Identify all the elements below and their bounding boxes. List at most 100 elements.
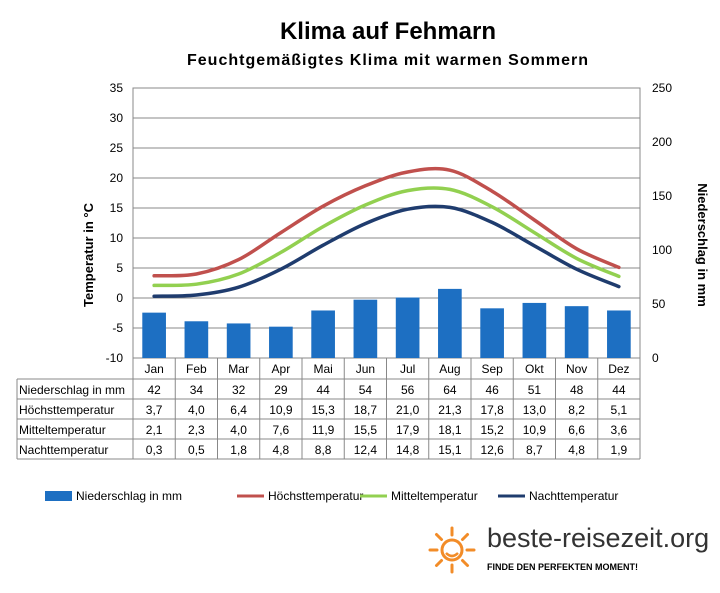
precipitation-bar — [184, 321, 209, 358]
series-line-nachttemperatur — [152, 204, 621, 298]
data-table: Jan Feb Mar Apr Mai Jun Jul Aug Sep Okt Nov Dez Nied… — [16, 358, 641, 460]
data-label: 11,9 — [312, 423, 335, 437]
x-tick-label: Feb — [186, 362, 207, 376]
data-label: 0,5 — [188, 443, 205, 457]
data-label: 8,2 — [568, 403, 585, 417]
y-axis-label-left: Temperatur in °C — [81, 202, 96, 307]
x-tick-label: Mai — [313, 362, 332, 376]
precipitation-bar — [311, 310, 335, 358]
data-label: 2,3 — [188, 423, 205, 437]
data-label: 44 — [316, 383, 330, 397]
chart-subtitle: Feuchtgemäßigtes Klima mit warmen Sommer… — [187, 52, 589, 69]
data-label: 48 — [570, 383, 584, 397]
y-tick-label-left: 0 — [116, 291, 123, 305]
data-label: 44 — [612, 383, 626, 397]
y-tick-label-right: 100 — [652, 243, 672, 257]
brand-tagline: FINDE DEN PERFEKTEN MOMENT! — [487, 562, 639, 572]
data-label: 4,8 — [273, 443, 290, 457]
precipitation-bar — [395, 297, 420, 358]
series-line-mitteltemperatur — [152, 186, 621, 288]
data-label: 0,3 — [146, 443, 163, 457]
x-tick-label: Nov — [566, 362, 587, 376]
data-label: 8,7 — [526, 443, 543, 457]
data-label: 56 — [401, 383, 415, 397]
data-label: 21,3 — [438, 403, 462, 417]
data-label: 13,0 — [523, 403, 547, 417]
data-label: 4,0 — [230, 423, 247, 437]
data-label: 51 — [528, 383, 542, 397]
y-tick-label-left: 30 — [110, 111, 124, 125]
x-tick-label: Mar — [228, 362, 249, 376]
data-label: 54 — [359, 383, 373, 397]
data-label: 6,4 — [230, 403, 247, 417]
data-label: 17,8 — [480, 403, 504, 417]
gridlines — [132, 87, 641, 359]
x-tick-label: Okt — [525, 362, 544, 376]
precipitation-bar — [353, 299, 378, 358]
data-label: 42 — [147, 383, 161, 397]
data-label: 8,8 — [315, 443, 332, 457]
legend-label: Mitteltemperatur — [391, 489, 478, 503]
x-tick-label: Jul — [400, 362, 415, 376]
data-label: 15,3 — [311, 403, 335, 417]
legend: Niederschlag in mm Höchsttemperatur Mittel… — [45, 489, 618, 503]
data-label: 15,5 — [354, 423, 378, 437]
sun-logo-icon — [428, 526, 476, 574]
x-tick-label: Jun — [356, 362, 375, 376]
y-tick-label-left: 5 — [116, 261, 123, 275]
data-label: 18,7 — [354, 403, 378, 417]
y-tick-label-right: 200 — [652, 135, 672, 149]
y-tick-label-left: -10 — [106, 351, 124, 365]
data-label: 1,9 — [611, 443, 628, 457]
data-label: 10,9 — [523, 423, 547, 437]
precipitation-bar — [564, 306, 589, 358]
legend-label: Nachttemperatur — [529, 489, 618, 503]
legend-swatch-bar — [45, 491, 72, 501]
y-tick-label-right: 0 — [652, 351, 659, 365]
table-row-header: Niederschlag in mm — [19, 383, 125, 397]
data-label: 29 — [274, 383, 288, 397]
precipitation-bar — [438, 288, 462, 358]
data-label: 3,6 — [611, 423, 628, 437]
y-tick-label-right: 250 — [652, 81, 672, 95]
data-label: 21,0 — [396, 403, 420, 417]
table-row-header: Mitteltemperatur — [19, 423, 106, 437]
y-tick-label-right: 150 — [652, 189, 672, 203]
data-label: 34 — [190, 383, 204, 397]
precipitation-bar — [226, 323, 251, 358]
data-label: 32 — [232, 383, 246, 397]
data-label: 17,9 — [396, 423, 420, 437]
y-tick-label-left: 35 — [110, 81, 124, 95]
precipitation-bar — [142, 312, 166, 358]
precipitation-bar — [480, 308, 504, 358]
y-tick-label-left: 25 — [110, 141, 124, 155]
plot-area — [132, 87, 641, 359]
x-tick-label: Dez — [608, 362, 629, 376]
x-tick-label: Aug — [439, 362, 460, 376]
precipitation-bar — [522, 302, 547, 358]
y-tick-label-left: 15 — [110, 201, 124, 215]
data-label: 15,2 — [480, 423, 504, 437]
data-label: 3,7 — [146, 403, 163, 417]
series-line-höchsttemperatur — [152, 166, 621, 278]
data-label: 7,6 — [273, 423, 290, 437]
y-tick-label-right: 50 — [652, 297, 666, 311]
precipitation-bar — [607, 310, 631, 358]
precipitation-bar — [269, 326, 293, 358]
data-label: 15,1 — [438, 443, 462, 457]
x-tick-label: Sep — [481, 362, 503, 376]
y-axis-label-right: Niederschlag in mm — [695, 183, 710, 307]
data-label: 5,1 — [611, 403, 628, 417]
data-label: 12,6 — [480, 443, 504, 457]
legend-label: Niederschlag in mm — [76, 489, 182, 503]
y-tick-label-left: 20 — [110, 171, 124, 185]
y-tick-label-left: -5 — [112, 321, 123, 335]
x-tick-label: Jan — [144, 362, 163, 376]
data-label: 4,8 — [568, 443, 585, 457]
data-label: 46 — [485, 383, 499, 397]
x-tick-label: Apr — [272, 362, 291, 376]
data-label: 14,8 — [396, 443, 420, 457]
data-label: 10,9 — [269, 403, 293, 417]
